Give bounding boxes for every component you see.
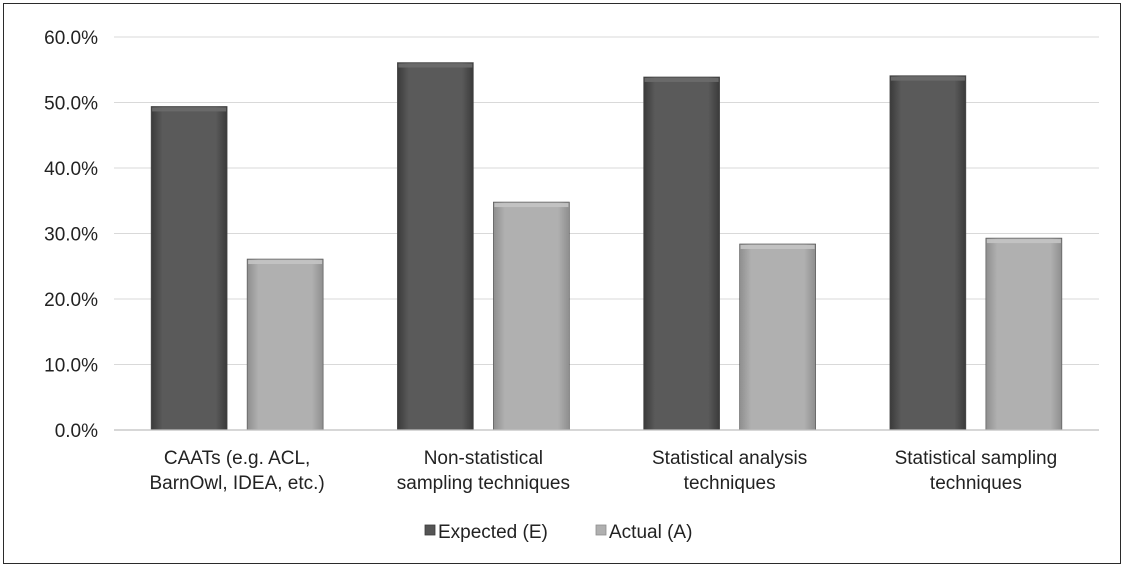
y-tick-label: 30.0% <box>44 225 98 246</box>
y-tick-label: 50.0% <box>44 94 98 115</box>
bar-bevel <box>398 63 473 68</box>
bar-bevel <box>248 260 323 265</box>
bar-bevel <box>890 76 965 81</box>
x-category-label: Statistical analysis <box>652 448 807 469</box>
bar-expected <box>150 106 228 431</box>
legend-swatch <box>595 524 607 536</box>
x-category-label: BarnOwl, IDEA, etc.) <box>149 473 324 494</box>
bar-actual <box>246 258 324 431</box>
bar-bevel <box>494 203 569 208</box>
bar-bevel <box>644 77 719 82</box>
bar-bevel <box>152 107 227 112</box>
chart-frame: 0.0% 10.0% 20.0% 30.0% 40.0% 50.0% 60.0% CAATs… <box>3 3 1121 564</box>
legend-label: Expected (E) <box>438 522 548 543</box>
x-category-label: CAATs (e.g. ACL, <box>164 448 310 469</box>
bar-expected <box>889 75 967 431</box>
x-axis-category-labels: CAATs (e.g. ACL, BarnOwl, IDEA, etc.) Non-… <box>149 448 1057 494</box>
bar-chart: 0.0% 10.0% 20.0% 30.0% 40.0% 50.0% 60.0% CAATs… <box>44 28 1099 543</box>
x-category-label: techniques <box>930 473 1022 494</box>
y-tick-label: 20.0% <box>44 290 98 311</box>
legend-label: Actual (A) <box>609 522 692 543</box>
bar-expected <box>643 76 720 431</box>
bar-actual <box>493 201 570 431</box>
legend-swatch <box>424 524 436 536</box>
legend: Expected (E) Actual (A) <box>424 522 692 543</box>
y-tick-label: 10.0% <box>44 356 98 377</box>
x-category-label: sampling techniques <box>397 473 570 494</box>
bar-actual <box>985 237 1063 431</box>
y-tick-label: 40.0% <box>44 159 98 180</box>
bar-bevel <box>986 239 1061 244</box>
x-category-label: Non-statistical <box>424 448 543 469</box>
y-axis-tick-labels: 0.0% 10.0% 20.0% 30.0% 40.0% 50.0% 60.0% <box>44 28 98 442</box>
x-category-label: Statistical sampling <box>895 448 1058 469</box>
y-tick-label: 60.0% <box>44 28 98 49</box>
y-tick-label: 0.0% <box>55 421 98 442</box>
bar-expected <box>397 62 474 431</box>
x-category-label: techniques <box>684 473 776 494</box>
bar-bevel <box>740 244 815 249</box>
bar-actual <box>739 243 816 431</box>
bars <box>150 62 1063 431</box>
